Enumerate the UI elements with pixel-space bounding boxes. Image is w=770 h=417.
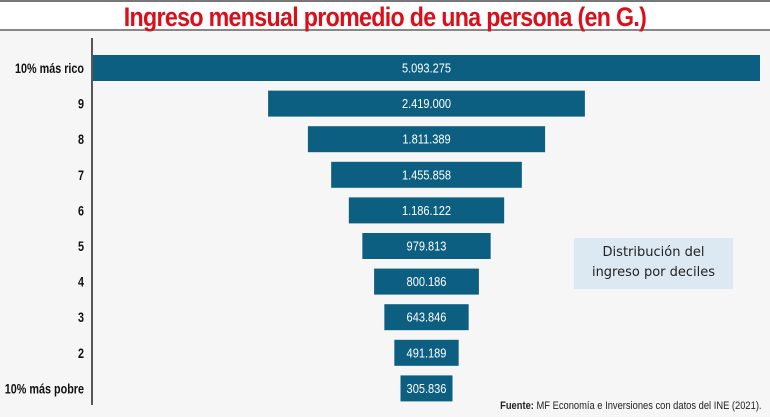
bar-4 <box>348 197 505 224</box>
annotation-line-1: Distribución del <box>602 245 705 260</box>
header: Ingreso mensual promedio de una persona … <box>0 0 770 31</box>
data-label-6: 800.186 <box>407 274 447 289</box>
bar-2 <box>307 126 546 153</box>
bar-8 <box>394 339 459 366</box>
data-label-7: 643.846 <box>407 310 447 325</box>
data-label-5: 979.813 <box>407 239 447 254</box>
source-text: MF Economía e Inversiones con datos del … <box>534 400 762 412</box>
bar-6 <box>374 268 479 295</box>
category-label-7: 3 <box>78 310 84 325</box>
category-label-2: 8 <box>78 132 84 147</box>
bar-5 <box>362 233 491 259</box>
bar-0 <box>93 55 760 81</box>
data-label-1: 2.419.000 <box>402 96 451 111</box>
data-label-0: 5.093.275 <box>402 61 451 76</box>
category-label-3: 7 <box>78 168 84 183</box>
bar-9 <box>400 375 453 402</box>
data-label-9: 305.836 <box>407 381 447 396</box>
chart-title: Ingreso mensual promedio de una persona … <box>123 2 647 32</box>
category-label-6: 4 <box>78 274 84 289</box>
data-label-2: 1.811.389 <box>402 132 451 147</box>
category-label-8: 2 <box>78 346 84 361</box>
category-label-1: 9 <box>78 96 84 111</box>
source-label: Fuente: <box>500 400 535 412</box>
category-label-4: 6 <box>78 203 84 218</box>
bar-3 <box>331 161 522 188</box>
data-label-3: 1.455.858 <box>402 167 451 182</box>
data-label-8: 491.189 <box>407 345 447 360</box>
category-label-9: 10% más pobre <box>5 381 84 396</box>
data-label-4: 1.186.122 <box>402 203 451 218</box>
annotation-line-2: ingreso por deciles <box>591 265 716 280</box>
category-label-5: 5 <box>78 239 84 254</box>
source-note: Fuente: MF Economía e Inversiones con da… <box>501 400 762 412</box>
bar-1 <box>268 90 585 117</box>
bar-7 <box>384 304 469 331</box>
category-label-0: 10% más rico <box>15 61 84 76</box>
annotation-box: Distribución del ingreso por deciles <box>574 238 733 289</box>
